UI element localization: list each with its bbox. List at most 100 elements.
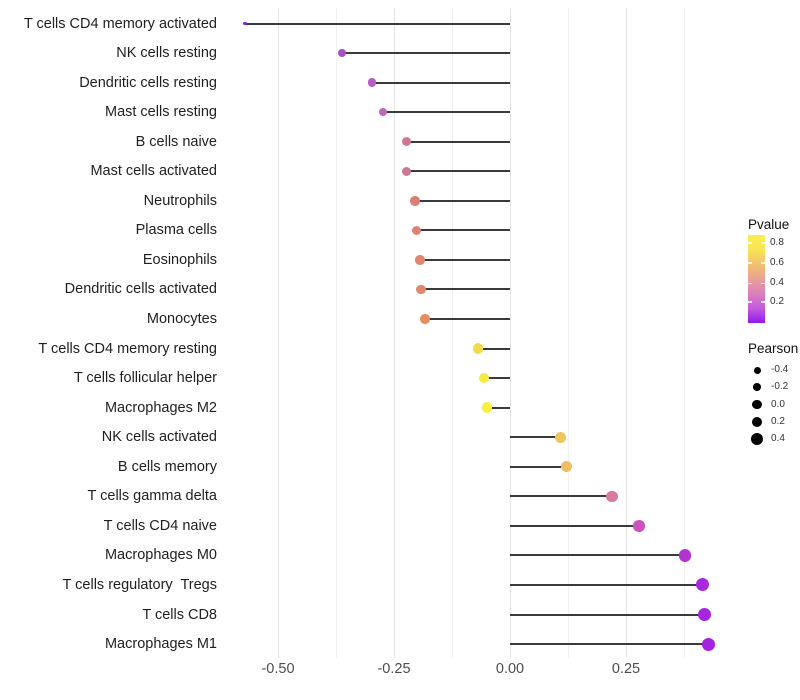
gridline-minor <box>683 8 685 658</box>
colorbar-tick <box>761 301 765 303</box>
y-axis-label: NK cells resting <box>116 45 217 62</box>
lollipop-stem <box>419 258 510 261</box>
colorbar-tick-label: 0.2 <box>770 295 784 307</box>
y-axis-label: Dendritic cells resting <box>79 74 217 91</box>
x-axis-tick-label: 0.25 <box>611 661 641 677</box>
lollipop-stem <box>484 377 510 380</box>
colorbar-tick <box>761 282 765 285</box>
y-axis-label: Eosinophils <box>142 251 217 268</box>
y-axis-label: B cells memory <box>117 458 217 475</box>
y-axis-label: T cells CD4 memory activated <box>23 15 217 32</box>
lollipop-stem <box>510 465 567 468</box>
data-point <box>337 48 347 58</box>
x-axis-tick-label: -0.50 <box>261 661 295 677</box>
x-axis-tick-label: -0.25 <box>377 661 411 677</box>
data-point <box>698 608 712 621</box>
colorbar-tick <box>761 262 765 264</box>
lollipop-stem <box>510 524 639 527</box>
y-axis-label: Macrophages M2 <box>104 399 217 416</box>
data-point <box>243 21 247 26</box>
colorbar-tick <box>748 242 752 244</box>
data-point <box>695 578 709 592</box>
lollipop-stem <box>477 347 510 350</box>
colorbar-tick-label: 0.8 <box>770 236 784 248</box>
data-point <box>560 461 572 473</box>
colorbar-tick <box>761 242 765 244</box>
pearson-legend-dot <box>752 399 762 410</box>
data-point <box>402 137 412 147</box>
y-axis-label: B cells naive <box>135 133 217 150</box>
y-axis-label: T cells CD4 naive <box>103 517 217 534</box>
lollipop-stem <box>245 22 510 25</box>
pearson-legend-dot <box>751 416 763 428</box>
lollipop-stem <box>510 554 685 557</box>
x-axis-tick-label: 0.00 <box>495 661 525 677</box>
colorbar-tick <box>748 282 752 285</box>
gridline-minor <box>335 8 337 658</box>
lollipop-stem <box>510 613 705 616</box>
y-axis-label: Dendritic cells activated <box>64 281 217 298</box>
pvalue-colorbar <box>748 235 765 323</box>
data-point <box>378 107 388 117</box>
pearson-legend-dot <box>753 366 761 374</box>
gridline-major <box>625 8 627 658</box>
gridline-major <box>509 8 511 658</box>
data-point <box>416 284 426 295</box>
data-point <box>402 166 412 176</box>
y-axis-label: Macrophages M0 <box>104 547 217 564</box>
y-axis-label: T cells regulatory Tregs <box>62 576 217 593</box>
data-point <box>606 490 618 503</box>
colorbar-tick-label: 0.4 <box>770 277 784 289</box>
lollipop-stem <box>342 52 510 55</box>
pearson-legend-label: 0.0 <box>771 398 785 410</box>
y-axis-label: Neutrophils <box>143 192 217 209</box>
colorbar-tick <box>748 301 752 303</box>
lollipop-stem <box>406 140 510 143</box>
pvalue-legend-title: Pvalue <box>748 217 790 232</box>
data-point <box>478 372 490 384</box>
y-axis-label: Macrophages M1 <box>104 636 217 653</box>
y-axis-label: Plasma cells <box>135 222 217 239</box>
colorbar-tick <box>748 262 752 264</box>
y-axis-label: Monocytes <box>146 311 217 327</box>
pearson-legend-title: Pearson <box>748 341 799 356</box>
lollipop-stem <box>510 583 703 586</box>
pearson-legend-label: 0.2 <box>771 415 785 427</box>
data-point <box>481 402 493 413</box>
lollipop-stem <box>416 229 510 232</box>
y-axis-label: Mast cells activated <box>90 163 217 180</box>
lollipop-stem <box>414 199 510 202</box>
y-axis-label: NK cells activated <box>101 429 217 446</box>
y-axis-label: T cells gamma delta <box>87 488 217 505</box>
y-axis-label: T cells CD4 memory resting <box>38 340 217 357</box>
data-point <box>701 637 715 651</box>
pearson-legend-dot <box>751 433 763 446</box>
lollipop-stem <box>486 406 510 409</box>
pearson-legend-label: -0.4 <box>771 364 789 375</box>
data-point <box>411 225 422 236</box>
lollipop-stem <box>382 111 510 114</box>
gridline-major <box>277 8 279 658</box>
data-point <box>472 343 484 354</box>
lollipop-stem <box>406 170 510 173</box>
data-point <box>554 431 566 443</box>
gridline-minor <box>567 8 569 658</box>
lollipop-stem <box>425 318 510 320</box>
y-axis-label: Mast cells resting <box>104 104 217 121</box>
gridline-minor <box>451 8 453 658</box>
colorbar-tick-label: 0.6 <box>770 257 784 269</box>
pearson-legend-label: -0.2 <box>771 381 789 393</box>
lollipop-stem <box>510 643 709 646</box>
lollipop-stem <box>372 81 510 84</box>
data-point <box>633 520 645 532</box>
lollipop-stem <box>510 495 613 498</box>
lollipop-stem <box>420 288 510 291</box>
data-point <box>420 314 430 324</box>
data-point <box>678 549 692 562</box>
data-point <box>367 78 377 87</box>
pearson-legend-label: 0.4 <box>771 433 785 445</box>
pearson-legend-dot <box>753 383 761 392</box>
lollipop-stem <box>510 436 561 439</box>
gridline-major <box>393 8 395 658</box>
